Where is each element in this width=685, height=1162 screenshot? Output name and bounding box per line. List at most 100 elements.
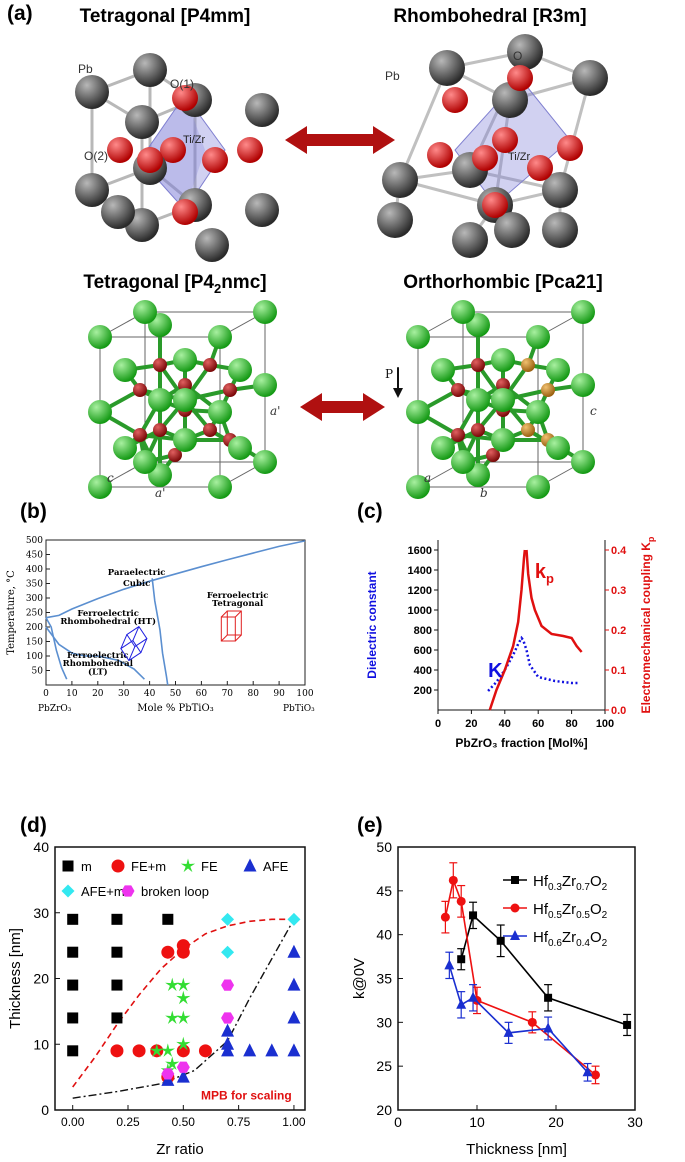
x-tick-label-e-3: 30 [627, 1114, 643, 1130]
phase-boundary-left [46, 618, 67, 679]
y-tick-label-left-c-4: 1000 [408, 605, 432, 617]
point-fe-9 [161, 1063, 175, 1077]
hf-zr-atom-tet-5 [88, 400, 112, 424]
rhombo-cell-edge-2 [141, 639, 147, 653]
point-fe-7 [165, 1056, 179, 1070]
oxygen-orth-8 [451, 428, 465, 442]
hf-zr-atom-orth-5 [406, 400, 430, 424]
y-tick-label-d-2: 20 [33, 971, 49, 987]
phase-boundary-mpb [152, 578, 168, 685]
y-tick-label-b-0: 50 [32, 667, 44, 677]
series-line-c-k [488, 638, 580, 691]
hf-zr-atom-tet-15 [173, 428, 197, 452]
point-m-0 [67, 1045, 78, 1056]
x-tick-label-c-2: 40 [499, 718, 511, 730]
label-pb-rho: Pb [385, 69, 400, 83]
x-axis-label-b: Mole % PbTiO₃ [137, 703, 213, 714]
series-line-c-k_p_right [527, 550, 582, 652]
legend-label-e-1: Hf0.5Zr0.5O2 [533, 901, 608, 921]
point-afe-5 [265, 1043, 278, 1056]
point-fe-m-4 [177, 939, 190, 952]
oxygen-tet-6 [203, 423, 217, 437]
data-point-e-1-1 [449, 876, 458, 885]
pb-atom-tet-4 [75, 173, 109, 207]
x-tick-label-c-3: 60 [532, 718, 544, 730]
pb-atom-tet-8 [245, 93, 279, 127]
point-fe-m-3 [177, 946, 190, 959]
point-fe-m-1 [133, 1044, 146, 1057]
label-o-rho: O [513, 49, 522, 63]
rhombo-cell-edge-0 [121, 635, 127, 649]
tetragonal-cell-edge-0 [221, 611, 227, 617]
x-tick-label-b-7: 70 [222, 689, 234, 699]
pb-atom-rho-4 [382, 162, 418, 198]
x-tick-label-b-2: 20 [92, 689, 104, 699]
hf-zr-atom-tet-16 [113, 358, 137, 382]
pb-atom-rho-0 [429, 50, 465, 86]
point-m-4 [67, 914, 78, 925]
point-fe-4 [165, 1010, 179, 1024]
oxygen-tet-2 [133, 383, 147, 397]
tetragonal-cell-back [227, 611, 241, 635]
polarization-arrow-head [393, 388, 403, 398]
x-end-label-right: PbTiO₃ [283, 704, 315, 714]
point-afe-8 [287, 978, 300, 991]
o-atom-tet-1 [137, 147, 163, 173]
x-tick-label-b-0: 0 [43, 689, 49, 699]
hf-zr-atom-tet-3 [133, 300, 157, 324]
point-fe-m-6 [177, 1044, 190, 1057]
y-tick-label-b-8: 450 [26, 551, 43, 561]
label-c-orth: c [590, 404, 597, 418]
hf-zr-atom-tet-7 [208, 400, 232, 424]
label-a-orth: a [424, 471, 431, 485]
rhombo-cell-edge-1 [133, 627, 139, 641]
data-point-e-2-2 [468, 992, 478, 1002]
plot-frame-d [55, 847, 305, 1110]
point-fe-8 [176, 1037, 190, 1051]
point-afe-3 [221, 1037, 234, 1050]
point-broken-1 [177, 1062, 190, 1073]
hf-zr-atom-tet-6 [148, 388, 172, 412]
legend-label-d-4: AFE+m [81, 884, 125, 899]
hf-zr-atom-orth-8 [571, 373, 595, 397]
x-axis-label-c: PbZrO₃ fraction [Mol%] [455, 736, 587, 750]
label-c-tet: c [107, 471, 114, 485]
data-point-e-0-0 [457, 955, 465, 963]
point-afe-1 [177, 1070, 190, 1083]
x-tick-label-b-5: 50 [170, 689, 182, 699]
series-line-e-1 [445, 880, 595, 1075]
y-tick-label-e-2: 30 [376, 1014, 392, 1030]
hf-zr-atom-tet-20 [173, 388, 197, 412]
crystal-structures-illustration: Pb O(1) O(2) Ti/Zr Pb O Ti/Zr a' a' c Pa b c [0, 0, 685, 500]
y-axis-label-b: Temperature, °C [6, 570, 17, 655]
y-tick-label-left-c-5: 1200 [408, 585, 432, 597]
point-broken-0 [161, 1068, 174, 1079]
y-tick-label-b-3: 200 [26, 623, 43, 633]
pb-atom-tet-10 [101, 195, 135, 229]
oxygen-tet-0 [153, 358, 167, 372]
x-tick-label-d-1: 0.25 [116, 1115, 140, 1129]
tetragonal-cell-edge-3 [235, 635, 241, 641]
point-afe-2 [221, 1043, 234, 1056]
legend-marker-e-1 [511, 904, 520, 913]
legend-label-d-2: FE [201, 859, 218, 874]
pb-atom-rho-9 [452, 222, 488, 258]
panel-label-b: (b) [20, 500, 47, 524]
pb-atom-rho-2 [572, 60, 608, 96]
hf-zr-atom-tet-4 [253, 300, 277, 324]
x-tick-label-c-4: 80 [565, 718, 577, 730]
y-tick-label-e-5: 45 [376, 883, 392, 899]
legend-label-d-5: broken loop [141, 884, 209, 899]
point-afe-0 [161, 1073, 174, 1086]
region-label-paraelectric: Paraelectric [108, 568, 166, 578]
y-axis-label-right-c: Electromechanical coupling Kp [639, 536, 656, 713]
hf-zr-atom-orth-15 [491, 428, 515, 452]
point-m-7 [111, 947, 122, 958]
hf-zr-atom-orth-4 [571, 300, 595, 324]
y-tick-label-right-c-2: 0.2 [611, 625, 626, 637]
y-tick-label-left-c-7: 1600 [408, 545, 432, 557]
x-end-label-left: PbZrO₃ [38, 704, 72, 714]
data-point-e-0-1 [469, 911, 477, 919]
x-tick-label-d-3: 0.75 [227, 1115, 251, 1129]
data-point-e-1-3 [473, 996, 482, 1005]
